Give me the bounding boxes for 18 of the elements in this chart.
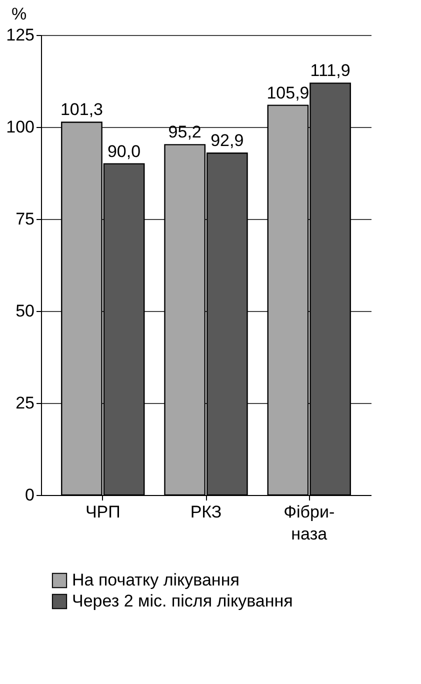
x-tick-label: Фібри- наза <box>284 502 335 544</box>
data-label: 105,9 <box>266 83 310 102</box>
legend-label: Через 2 міс. після лікування <box>72 592 293 610</box>
y-tick-label: 50 <box>16 302 34 320</box>
data-label: 90,0 <box>107 142 141 161</box>
data-label: 92,9 <box>210 131 244 150</box>
y-axis-title: % <box>12 4 27 24</box>
y-tick-label: 0 <box>25 486 34 504</box>
x-tick-label: ЧРП <box>85 502 120 522</box>
data-label: 101,3 <box>60 100 103 120</box>
y-tick-label: 100 <box>6 118 34 136</box>
legend-label: На початку лікування <box>72 570 240 590</box>
data-label: 111,9 <box>310 61 350 80</box>
y-tick-label: 25 <box>16 394 34 412</box>
data-label: 95,2 <box>168 122 202 142</box>
y-tick-label: 75 <box>16 210 34 228</box>
x-tick-label: РКЗ <box>190 502 222 522</box>
y-tick-label: 125 <box>6 26 34 44</box>
